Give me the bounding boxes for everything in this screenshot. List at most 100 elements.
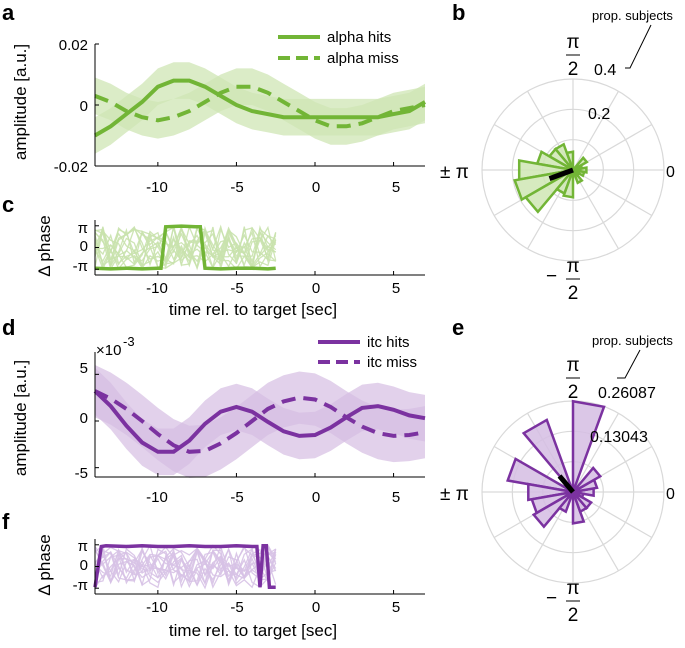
f-xlabel: time rel. to target [sec] — [169, 621, 337, 640]
polar-bin-40 — [572, 466, 603, 494]
background-trace-13 — [94, 225, 277, 271]
panel-letter-a: a — [2, 0, 15, 25]
c-xtick-0: -10 — [146, 280, 168, 297]
panel-e-histogram — [506, 399, 606, 529]
alpha-hits-line — [93, 78, 427, 138]
background-trace-6 — [94, 546, 277, 586]
panel-a: 0.02 0 -0.02 -10 -5 0 5 amplitude [a.u.]… — [11, 29, 427, 196]
c-xlabel: time rel. to target [sec] — [169, 300, 337, 319]
panel-d-axes — [94, 352, 425, 478]
e-rtick-outer: 0.26087 — [598, 385, 656, 402]
b-angle-half-pi-den: 2 — [568, 59, 579, 80]
background-trace-1 — [94, 226, 276, 270]
a-xtick-2: 0 — [312, 179, 320, 196]
c-xtick-1: -5 — [230, 280, 243, 297]
e-angle-minus-half-pi-num: π — [566, 578, 579, 599]
panel-b-mean-vector — [548, 167, 574, 181]
e-angle-minus-half-pi-den: 2 — [568, 605, 579, 626]
alpha-miss-line — [94, 84, 426, 129]
b-angle-half-pi-num: π — [566, 32, 579, 53]
polar-bin-340 — [572, 168, 586, 178]
d-legend-hits: itc hits — [367, 334, 410, 351]
polar-bin-220 — [523, 168, 574, 214]
d-xtick-2: 0 — [312, 489, 320, 506]
background-trace-11 — [95, 228, 277, 270]
e-angle-minus-half-pi-sign: − — [546, 588, 557, 609]
panel-c-background-traces — [94, 224, 277, 271]
d-xtick-1: -5 — [230, 489, 243, 506]
f-ytick-minus-pi: -π — [73, 577, 88, 594]
a-ytick-top: 0.02 — [59, 37, 88, 54]
a-ytick-mid: 0 — [80, 98, 88, 115]
panel-letter-b: b — [452, 0, 465, 25]
e-rtick-inner: 0.13043 — [590, 429, 648, 446]
polar-spoke-60 — [572, 90, 620, 171]
b-rtick-inner: 0.2 — [588, 106, 610, 123]
polar-bin-340 — [572, 490, 585, 500]
panel-letter-e: e — [452, 315, 464, 340]
e-angle-zero: 0 — [666, 486, 675, 503]
panel-f-highlight-trace — [93, 544, 276, 589]
polar-bin-120 — [521, 418, 575, 493]
b-angle-pm-pi: ± π — [440, 162, 469, 183]
panel-e-mean-vector — [557, 474, 575, 494]
e-angle-half-pi-num: π — [566, 355, 579, 376]
c-ytick-minus-pi: -π — [73, 258, 88, 275]
polar-bin-240 — [557, 491, 575, 514]
d-ytick-top: 5 — [80, 360, 88, 377]
b-annotation: prop. subjects — [592, 8, 673, 23]
b-rtick-outer: 0.4 — [594, 62, 616, 79]
d-ytick-mid: 0 — [80, 410, 88, 427]
panel-c-axes — [94, 220, 425, 276]
b-angle-minus-half-pi-num: π — [566, 256, 579, 277]
itc-miss-line — [94, 389, 426, 454]
d-xtick-0: -10 — [146, 489, 168, 506]
panel-c: π 0 -π -10 -5 0 5 time rel. to target [s… — [35, 215, 425, 319]
c-xtick-3: 5 — [392, 280, 400, 297]
itc-hits-line — [93, 389, 426, 454]
polar-spoke-60 — [572, 412, 620, 493]
polar-spoke-300 — [572, 169, 620, 250]
c-ylabel: Δ phase — [35, 215, 54, 276]
c-xtick-2: 0 — [312, 280, 320, 297]
panel-f-background-traces — [94, 543, 277, 590]
d-ylabel: amplitude [a.u.] — [11, 360, 30, 476]
d-ytick-bottom: -5 — [75, 465, 88, 482]
panel-c-highlight-trace — [94, 224, 276, 271]
d-legend-miss: itc miss — [367, 354, 417, 371]
polar-spoke-330 — [572, 169, 653, 217]
a-xtick-0: -10 — [146, 179, 168, 196]
a-ylabel: amplitude [a.u.] — [11, 44, 30, 160]
d-exponent-base: ×10 — [96, 342, 121, 359]
a-band-1 — [95, 68, 425, 145]
panel-letter-f: f — [2, 509, 10, 534]
f-ytick-zero: 0 — [80, 557, 88, 574]
panel-e: prop. subjects 0.26087 0.13043 0 ± π π 2… — [440, 333, 675, 626]
d-exponent-power: -3 — [123, 334, 135, 349]
background-trace-10 — [94, 227, 276, 268]
b-annotation-leader — [625, 24, 652, 69]
a-legend-miss: alpha miss — [327, 50, 399, 67]
b-angle-minus-half-pi-sign: − — [546, 266, 557, 287]
panel-letter-d: d — [2, 315, 15, 340]
panel-letter-c: c — [2, 192, 14, 217]
panel-f-axes — [94, 539, 425, 595]
f-xtick-2: 0 — [312, 599, 320, 616]
polar-bin-40 — [572, 155, 589, 172]
f-xtick-0: -10 — [146, 599, 168, 616]
panel-f: π 0 -π -10 -5 0 5 time rel. to target [s… — [35, 534, 425, 640]
b-angle-minus-half-pi-den: 2 — [568, 283, 579, 304]
panel-d: ×10 -3 5 0 -5 -10 -5 0 5 amplitude [a.u.… — [11, 334, 426, 506]
e-angle-half-pi-den: 2 — [568, 382, 579, 403]
polar-bin-80 — [571, 399, 606, 493]
c-ytick-zero: 0 — [80, 238, 88, 255]
background-trace-13 — [94, 544, 277, 587]
background-trace-6 — [94, 227, 276, 270]
a-ytick-bottom: -0.02 — [54, 159, 88, 176]
polar-bin-220 — [531, 490, 574, 529]
f-xtick-3: 5 — [392, 599, 400, 616]
e-annotation: prop. subjects — [592, 333, 673, 348]
a-xtick-1: -5 — [230, 179, 243, 196]
c-ytick-pi: π — [78, 220, 88, 237]
